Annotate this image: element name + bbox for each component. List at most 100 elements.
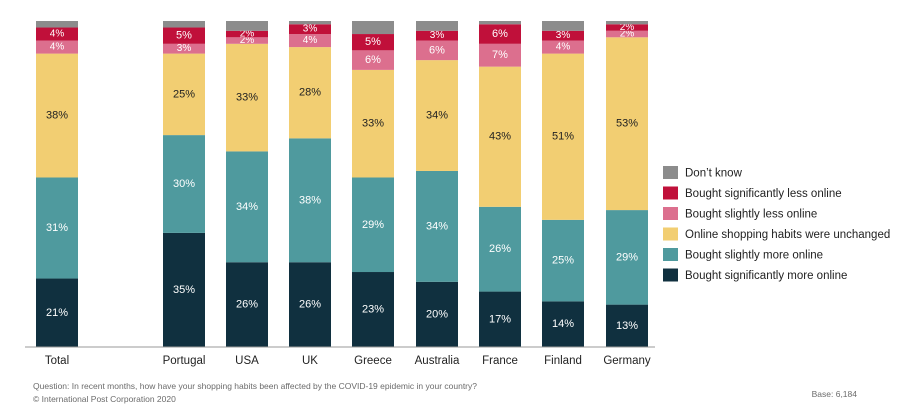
data-label-uk-bought-significantly-more-online: 26% bbox=[299, 299, 321, 311]
bar-segment-greece-don-t-know bbox=[352, 21, 394, 35]
bar-segment-usa-bought-slightly-less-online bbox=[226, 37, 268, 44]
bar-segment-france-don-t-know bbox=[479, 21, 521, 25]
bar-segment-france-bought-significantly-less-online bbox=[479, 24, 521, 44]
legend-swatch-don-t-know bbox=[663, 166, 678, 179]
legend-label-bought-slightly-less-online: Bought slightly less online bbox=[685, 209, 817, 221]
data-label-portugal-bought-slightly-less-online: 3% bbox=[177, 43, 192, 54]
bar-segment-uk-bought-slightly-more-online bbox=[289, 138, 331, 263]
data-label-total-bought-significantly-less-online: 4% bbox=[50, 29, 65, 40]
bar-segment-australia-bought-slightly-less-online bbox=[416, 40, 458, 61]
bar-segment-portugal-don-t-know bbox=[163, 21, 205, 28]
legend: Don’t know Bought significantly less onli… bbox=[663, 166, 890, 282]
bar-segment-uk-don-t-know bbox=[289, 21, 331, 25]
data-label-greece-online-shopping-habits-were-unchanged: 33% bbox=[362, 118, 384, 130]
bar-segment-france-bought-slightly-less-online bbox=[479, 43, 521, 67]
bar-segment-finland-bought-slightly-more-online bbox=[542, 219, 584, 302]
data-label-germany-bought-significantly-more-online: 13% bbox=[616, 320, 638, 332]
data-label-total-bought-slightly-more-online: 31% bbox=[46, 222, 68, 234]
legend-label-bought-significantly-more-online: Bought significantly more online bbox=[685, 270, 847, 282]
bar-segment-france-online-shopping-habits-were-unchanged bbox=[479, 66, 521, 207]
data-label-usa-bought-slightly-less-online: 2% bbox=[240, 35, 255, 46]
bar-segment-usa-online-shopping-habits-were-unchanged bbox=[226, 43, 268, 152]
x-tick-label-finland: Finland bbox=[544, 355, 582, 367]
bar-segment-uk-bought-significantly-less-online bbox=[289, 24, 331, 35]
bar-segment-uk-online-shopping-habits-were-unchanged bbox=[289, 47, 331, 139]
data-label-total-online-shopping-habits-were-unchanged: 38% bbox=[46, 110, 68, 122]
data-label-finland-bought-significantly-more-online: 14% bbox=[552, 318, 574, 330]
data-label-usa-bought-significantly-more-online: 26% bbox=[236, 299, 258, 311]
data-label-portugal-online-shopping-habits-were-unchanged: 25% bbox=[173, 88, 195, 100]
bar-segment-australia-online-shopping-habits-were-unchanged bbox=[416, 60, 458, 171]
bar-segment-germany-bought-significantly-less-online bbox=[606, 24, 648, 31]
bar-segment-germany-online-shopping-habits-were-unchanged bbox=[606, 37, 648, 211]
data-label-finland-bought-significantly-less-online: 3% bbox=[556, 30, 571, 41]
bar-segment-france-bought-significantly-more-online bbox=[479, 291, 521, 347]
data-label-germany-bought-slightly-more-online: 29% bbox=[616, 251, 638, 263]
bar-segment-finland-online-shopping-habits-were-unchanged bbox=[542, 53, 584, 220]
bar-segment-australia-bought-significantly-more-online bbox=[416, 281, 458, 347]
copyright-footnote: © International Post Corporation 2020 bbox=[33, 394, 176, 404]
data-label-total-bought-significantly-more-online: 21% bbox=[46, 307, 68, 319]
data-label-usa-bought-slightly-more-online: 34% bbox=[236, 201, 258, 213]
legend-swatch-bought-significantly-more-online bbox=[663, 268, 678, 282]
data-label-australia-bought-slightly-more-online: 34% bbox=[426, 220, 448, 232]
bar-segment-uk-bought-significantly-more-online bbox=[289, 262, 331, 347]
data-label-france-bought-slightly-more-online: 26% bbox=[489, 243, 511, 255]
bar-segment-germany-bought-slightly-less-online bbox=[606, 30, 648, 38]
data-label-australia-bought-significantly-less-online: 3% bbox=[430, 30, 445, 41]
bar-segment-usa-don-t-know bbox=[226, 21, 268, 31]
legend-swatch-bought-significantly-less-online bbox=[663, 186, 678, 200]
bar-segment-portugal-online-shopping-habits-were-unchanged bbox=[163, 53, 205, 136]
data-label-germany-bought-slightly-less-online: 2% bbox=[620, 29, 635, 40]
data-label-greece-bought-significantly-more-online: 23% bbox=[362, 304, 384, 316]
bar-segment-greece-bought-significantly-less-online bbox=[352, 34, 394, 51]
question-footnote: Question: In recent months, how have you… bbox=[33, 381, 477, 391]
bar-segment-total-bought-significantly-more-online bbox=[36, 278, 78, 347]
bar-segment-australia-don-t-know bbox=[416, 21, 458, 31]
bar-segment-usa-bought-significantly-more-online bbox=[226, 262, 268, 347]
data-label-greece-bought-slightly-more-online: 29% bbox=[362, 219, 384, 231]
bar-segment-france-bought-slightly-more-online bbox=[479, 206, 521, 292]
data-label-germany-bought-significantly-less-online: 2% bbox=[620, 22, 635, 33]
data-label-uk-bought-significantly-less-online: 3% bbox=[303, 24, 318, 35]
legend-swatch-bought-slightly-less-online bbox=[663, 207, 678, 220]
data-label-australia-online-shopping-habits-were-unchanged: 34% bbox=[426, 110, 448, 122]
data-label-total-bought-slightly-less-online: 4% bbox=[50, 42, 65, 53]
data-label-uk-bought-slightly-less-online: 4% bbox=[303, 35, 318, 46]
bar-segment-total-bought-slightly-less-online bbox=[36, 40, 78, 54]
stacked-bar-chart: 21%31%38%4%4%35%30%25%3%5%26%34%33%2%2%2… bbox=[25, 21, 890, 367]
legend-label-bought-significantly-less-online: Bought significantly less online bbox=[685, 188, 842, 200]
data-label-portugal-bought-slightly-more-online: 30% bbox=[173, 178, 195, 190]
legend-swatch-bought-slightly-more-online bbox=[663, 248, 678, 261]
bar-segment-usa-bought-significantly-less-online bbox=[226, 30, 268, 38]
bar-segment-finland-bought-significantly-more-online bbox=[542, 301, 584, 347]
data-label-finland-online-shopping-habits-were-unchanged: 51% bbox=[552, 131, 574, 143]
data-label-greece-bought-significantly-less-online: 5% bbox=[365, 36, 381, 48]
data-label-portugal-bought-significantly-less-online: 5% bbox=[176, 30, 192, 42]
bar-segment-germany-bought-slightly-more-online bbox=[606, 210, 648, 305]
x-tick-label-australia: Australia bbox=[415, 355, 460, 367]
data-label-france-online-shopping-habits-were-unchanged: 43% bbox=[489, 131, 511, 143]
bar-segment-portugal-bought-slightly-less-online bbox=[163, 43, 205, 54]
bar-segment-greece-online-shopping-habits-were-unchanged bbox=[352, 69, 394, 178]
data-label-portugal-bought-significantly-more-online: 35% bbox=[173, 284, 195, 296]
bar-segment-portugal-bought-slightly-more-online bbox=[163, 135, 205, 233]
bars-layer: 21%31%38%4%4%35%30%25%3%5%26%34%33%2%2%2… bbox=[36, 21, 648, 347]
bar-segment-finland-bought-slightly-less-online bbox=[542, 40, 584, 54]
bar-segment-portugal-bought-significantly-less-online bbox=[163, 27, 205, 44]
data-label-finland-bought-slightly-less-online: 4% bbox=[556, 42, 571, 53]
data-label-finland-bought-slightly-more-online: 25% bbox=[552, 255, 574, 267]
bar-segment-uk-bought-slightly-less-online bbox=[289, 34, 331, 48]
bar-segment-portugal-bought-significantly-more-online bbox=[163, 232, 205, 347]
x-tick-label-france: France bbox=[482, 355, 518, 367]
bar-segment-usa-bought-slightly-more-online bbox=[226, 151, 268, 263]
x-tick-label-total: Total bbox=[45, 355, 69, 367]
bar-segment-germany-don-t-know bbox=[606, 21, 648, 25]
legend-swatch-online-shopping-habits-were-unchanged bbox=[663, 227, 678, 241]
data-label-australia-bought-significantly-more-online: 20% bbox=[426, 308, 448, 320]
x-tick-label-portugal: Portugal bbox=[163, 355, 206, 367]
data-label-france-bought-significantly-more-online: 17% bbox=[489, 313, 511, 325]
x-tick-label-greece: Greece bbox=[354, 355, 392, 367]
bar-segment-greece-bought-slightly-less-online bbox=[352, 50, 394, 70]
data-label-australia-bought-slightly-less-online: 6% bbox=[429, 44, 445, 56]
